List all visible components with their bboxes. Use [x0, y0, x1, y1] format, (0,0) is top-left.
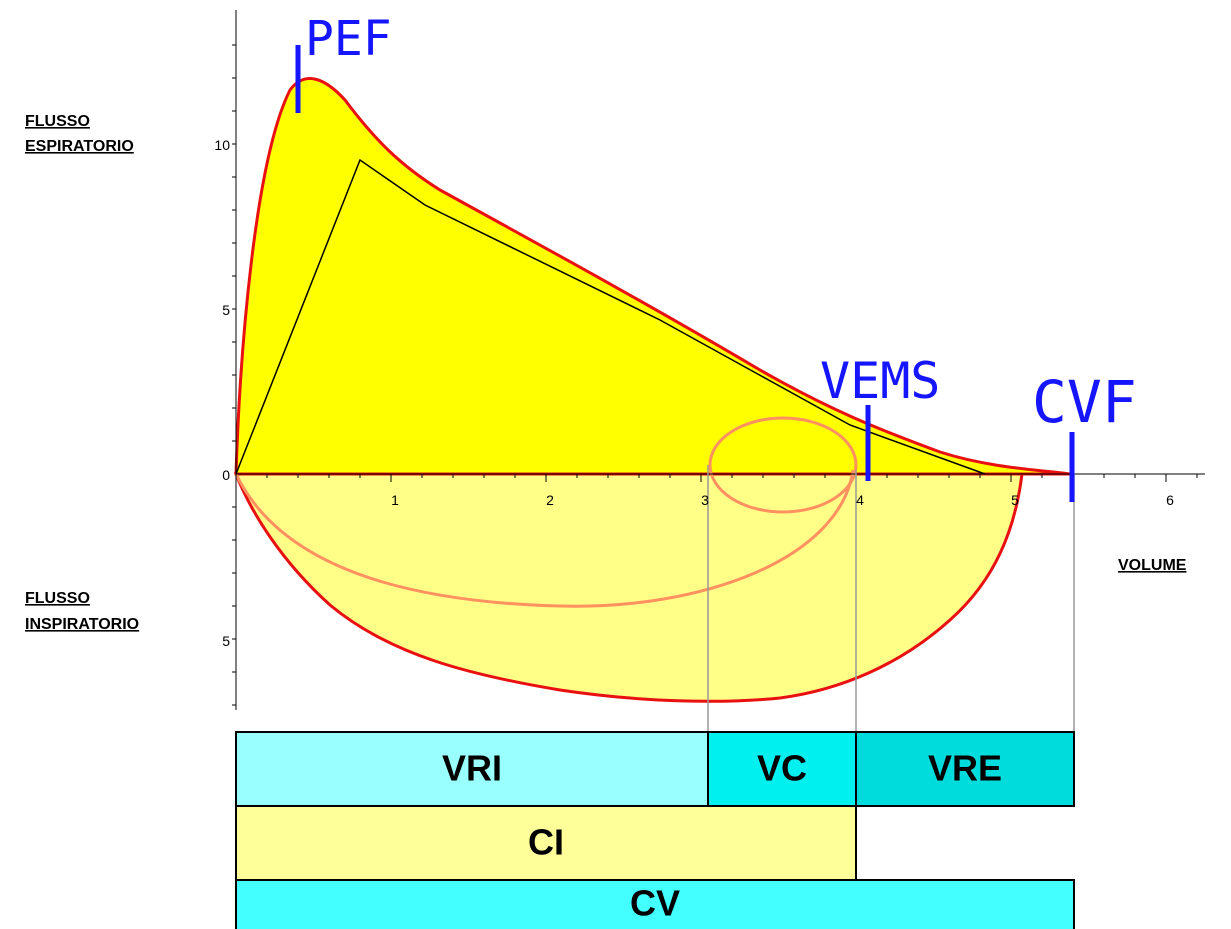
x-tick-label: 3 — [701, 492, 709, 508]
axis-label: FLUSSO — [25, 590, 90, 607]
volume-label: VC — [757, 748, 807, 789]
tidal-loop — [708, 416, 858, 514]
x-tick-label: 4 — [856, 492, 864, 508]
marker-label: CVF — [1032, 368, 1137, 436]
guide-lines — [707, 465, 1075, 732]
axes — [235, 10, 1205, 710]
axis-label: VOLUME — [1118, 557, 1187, 574]
y-tick-label: 5 — [222, 302, 230, 318]
x-tick-label: 1 — [391, 492, 399, 508]
x-tick-label: 6 — [1166, 492, 1174, 508]
expiratory-area — [234, 77, 1071, 476]
x-tick-label: 5 — [1011, 492, 1019, 508]
axis-label: FLUSSO — [25, 113, 90, 130]
marker-label: PEF — [305, 11, 392, 67]
marker-lines — [295, 45, 1075, 502]
volume-label: VRI — [442, 748, 502, 789]
axis-label: INSPIRATORIO — [25, 616, 139, 633]
volume-bars — [235, 731, 1075, 929]
inspiratory-area — [233, 472, 1024, 703]
tidal-spiral — [234, 469, 855, 608]
marker-label: VEMS — [820, 352, 940, 410]
axis-label: ESPIRATORIO — [25, 138, 134, 155]
expected-curve — [235, 158, 986, 475]
volume-label: CV — [630, 883, 680, 924]
y-tick-label: 10 — [214, 137, 230, 153]
volume-label: VRE — [928, 748, 1002, 789]
y-tick-label: 5 — [222, 633, 230, 649]
volume-label: CI — [528, 822, 564, 863]
y-tick-label: 0 — [222, 467, 230, 483]
x-tick-label: 2 — [546, 492, 554, 508]
